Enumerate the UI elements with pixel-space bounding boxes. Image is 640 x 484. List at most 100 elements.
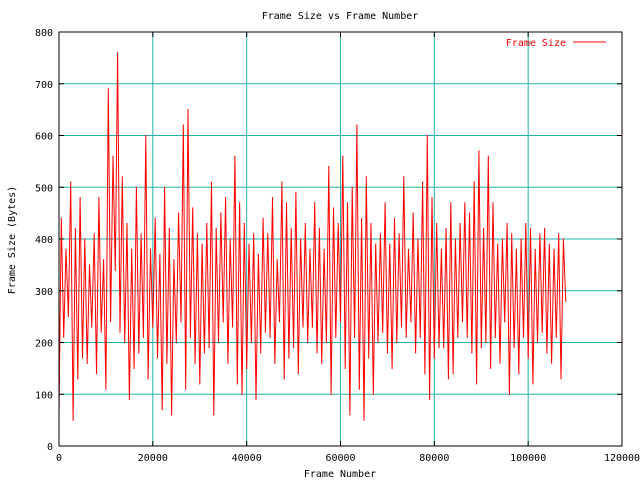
data-point <box>325 341 327 344</box>
data-point <box>494 336 496 338</box>
data-point <box>307 341 309 344</box>
data-point <box>201 243 203 245</box>
data-point <box>210 181 213 183</box>
data-point <box>386 352 388 354</box>
data-point <box>391 367 393 369</box>
data-point <box>278 321 281 323</box>
data-point <box>156 357 159 359</box>
data-point <box>149 248 152 250</box>
data-point <box>536 341 539 344</box>
data-point <box>81 357 84 359</box>
data-point <box>330 393 332 395</box>
data-point <box>293 347 295 349</box>
y-axis-label: Frame Size (Bytes) <box>7 186 18 294</box>
data-point <box>565 300 567 302</box>
data-point <box>72 419 74 421</box>
data-point <box>323 248 325 250</box>
data-point <box>269 336 271 338</box>
data-point <box>370 222 372 225</box>
data-point <box>501 238 503 240</box>
data-point <box>88 264 91 266</box>
x-tick-label: 60000 <box>325 453 355 464</box>
data-point <box>346 202 349 204</box>
data-point <box>91 326 93 328</box>
data-point <box>403 176 405 178</box>
data-point <box>422 181 424 183</box>
data-point <box>419 336 421 338</box>
data-point <box>443 347 445 349</box>
data-point <box>84 238 86 240</box>
data-point <box>119 331 121 333</box>
data-point <box>124 341 126 344</box>
data-point <box>429 398 431 400</box>
data-point <box>159 253 161 256</box>
data-point <box>440 248 442 250</box>
data-point <box>93 233 95 235</box>
data-point <box>468 212 471 214</box>
data-point <box>529 228 532 230</box>
data-point <box>67 316 69 318</box>
data-point <box>351 186 353 188</box>
data-point <box>98 197 100 199</box>
data-point <box>490 367 492 369</box>
data-point <box>250 341 252 344</box>
data-point <box>417 238 419 240</box>
data-point <box>110 321 112 323</box>
data-point <box>161 409 163 411</box>
data-point <box>70 181 72 183</box>
data-point <box>544 228 546 230</box>
data-point <box>112 155 114 157</box>
data-point <box>382 331 384 333</box>
data-point <box>321 362 323 364</box>
y-tick-label: 400 <box>35 235 53 246</box>
y-tick-label: 800 <box>35 28 53 39</box>
data-point <box>182 124 184 126</box>
data-point <box>555 336 557 338</box>
data-point <box>304 222 306 225</box>
data-point <box>117 52 119 54</box>
data-point <box>393 217 396 219</box>
x-tick-label: 20000 <box>138 453 168 464</box>
data-point <box>361 217 363 219</box>
data-point <box>471 352 473 354</box>
data-point <box>377 341 379 344</box>
data-point <box>506 222 508 225</box>
data-point <box>368 357 370 359</box>
data-point <box>300 238 302 240</box>
data-point <box>246 367 248 369</box>
data-point <box>407 248 410 250</box>
data-point <box>142 336 144 338</box>
data-point <box>314 202 316 204</box>
data-point <box>63 336 65 338</box>
data-point <box>415 352 417 354</box>
data-point <box>131 248 133 250</box>
data-point <box>454 238 456 240</box>
data-point <box>295 191 297 193</box>
data-point <box>447 378 449 380</box>
x-tick-label: 80000 <box>419 453 449 464</box>
data-point <box>356 124 358 126</box>
data-point <box>65 248 67 250</box>
data-point <box>497 243 499 245</box>
data-point <box>309 248 311 250</box>
data-point <box>77 378 79 380</box>
data-point <box>95 373 98 375</box>
data-point <box>354 336 356 338</box>
data-point <box>121 176 123 178</box>
data-point <box>199 383 201 385</box>
data-point <box>135 186 137 188</box>
data-point <box>515 248 518 250</box>
data-point <box>225 197 227 199</box>
data-point <box>518 373 520 375</box>
data-point <box>185 388 187 390</box>
legend: Frame Size <box>506 38 606 49</box>
data-point <box>103 259 105 261</box>
data-point <box>271 197 274 199</box>
x-tick-label: 120000 <box>604 453 640 464</box>
x-axis-label: Frame Number <box>304 469 376 480</box>
legend-label-frame-size: Frame Size <box>506 38 566 49</box>
data-point <box>339 321 342 323</box>
x-tick-label: 40000 <box>232 453 262 464</box>
data-point <box>410 321 412 323</box>
